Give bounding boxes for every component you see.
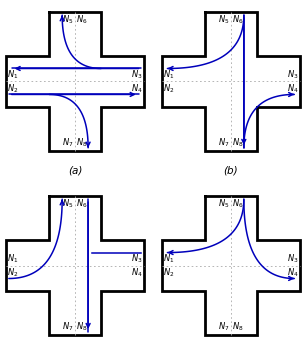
Text: $N_6$: $N_6$	[232, 198, 244, 210]
Text: $N_2$: $N_2$	[7, 266, 19, 279]
Polygon shape	[162, 196, 300, 335]
Text: $N_6$: $N_6$	[76, 14, 88, 26]
Text: $N_3$: $N_3$	[131, 68, 143, 81]
Text: $N_8$: $N_8$	[76, 321, 88, 333]
Text: $N_3$: $N_3$	[131, 252, 143, 265]
Text: $N_6$: $N_6$	[76, 198, 88, 210]
Text: $N_2$: $N_2$	[163, 266, 174, 279]
Text: $N_4$: $N_4$	[287, 266, 299, 279]
Text: $N_5$: $N_5$	[62, 14, 74, 26]
Text: $N_5$: $N_5$	[62, 198, 74, 210]
Text: $N_8$: $N_8$	[232, 137, 244, 149]
Text: $N_7$: $N_7$	[62, 137, 74, 149]
Text: $N_1$: $N_1$	[163, 68, 174, 81]
Text: (a): (a)	[68, 165, 82, 175]
Text: $N_8$: $N_8$	[232, 321, 244, 333]
Polygon shape	[162, 12, 300, 151]
Text: $N_7$: $N_7$	[218, 321, 230, 333]
Text: $N_5$: $N_5$	[218, 198, 230, 210]
Text: $N_1$: $N_1$	[163, 252, 174, 265]
Text: $N_5$: $N_5$	[218, 14, 230, 26]
Polygon shape	[6, 12, 144, 151]
Text: (b): (b)	[224, 165, 238, 175]
Text: $N_7$: $N_7$	[218, 137, 230, 149]
Text: $N_3$: $N_3$	[287, 68, 299, 81]
Text: $N_6$: $N_6$	[232, 14, 244, 26]
Text: $N_3$: $N_3$	[287, 252, 299, 265]
Text: $N_4$: $N_4$	[131, 82, 143, 95]
Text: $N_2$: $N_2$	[163, 82, 174, 95]
Text: $N_1$: $N_1$	[7, 252, 19, 265]
Text: $N_1$: $N_1$	[7, 68, 19, 81]
Text: $N_7$: $N_7$	[62, 321, 74, 333]
Text: $N_8$: $N_8$	[76, 137, 88, 149]
Polygon shape	[6, 196, 144, 335]
Text: $N_4$: $N_4$	[287, 82, 299, 95]
Text: $N_2$: $N_2$	[7, 82, 19, 95]
Text: $N_4$: $N_4$	[131, 266, 143, 279]
